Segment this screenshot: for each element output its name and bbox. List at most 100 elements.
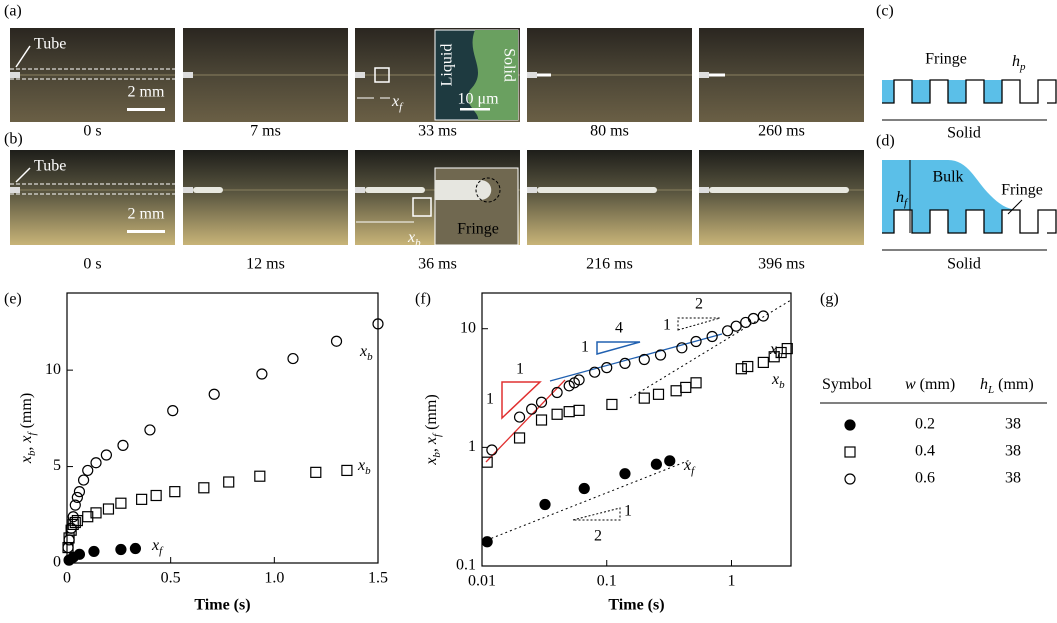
arrow [15,167,31,183]
subscript: b [431,452,443,458]
marker [690,335,702,348]
text-part: w [905,376,916,393]
marker [781,342,793,355]
text-part: h [980,376,988,393]
pillar [894,80,912,103]
marker [100,449,112,461]
marker [372,318,384,330]
subscript: b [367,351,373,363]
panel-label: (d) [876,133,895,150]
symbol [844,473,856,485]
marker [747,312,760,325]
caption: 33 ms [418,123,457,140]
text-part: (mm) [18,393,35,433]
text-part: x [423,437,440,445]
y-tick-label: 1 [468,438,476,455]
x-tick-label: 1.0 [264,570,284,587]
series-annotation: xb [359,343,373,363]
caption: 260 ms [758,123,805,140]
subscript: f [26,430,38,435]
arrow [15,45,31,68]
marker [117,439,129,451]
text-part: x [771,371,779,388]
slope-triangle [596,341,641,355]
inset-solid [467,30,518,120]
text-part: x [391,93,399,110]
diagram-label: hf [896,189,909,209]
marker [67,511,79,523]
caption: 216 ms [586,256,633,273]
marker [73,548,86,560]
diagram-label: Solid [947,125,981,142]
marker [670,385,682,397]
marker [82,511,94,523]
substrate-outline [882,79,1057,104]
fit-lines [481,299,792,543]
inset-label: Liquid [439,44,456,87]
marker [169,486,181,498]
marker [735,363,747,375]
panel-label: (e) [4,291,22,308]
inset-scale: 10 μm [457,91,499,108]
symbol [844,419,856,431]
marker [652,388,665,400]
photo [699,150,864,245]
pillar [894,210,912,233]
panel-label: (b) [4,131,23,148]
fit-line [549,333,723,382]
text-part: x [151,537,159,554]
y-tick-label: 10 [460,319,476,336]
x-tick-label: 1.5 [368,570,388,587]
diagram-label: Bulk [932,169,963,186]
liquid-finger [537,187,657,193]
marker [167,405,179,417]
marker [775,346,787,359]
marker [650,458,662,470]
subscript: b [365,465,371,477]
inset-scale-bar [460,108,490,111]
marker [513,432,526,444]
marker [208,388,220,400]
diagram-label: Fringe [925,51,967,68]
text-part: , [18,443,35,451]
zoom-box [412,197,432,217]
marker [573,374,585,386]
fringe-tip [537,73,551,77]
tube-tip [10,187,20,193]
caption: 7 ms [250,123,281,140]
y-tick-label: 0 [53,554,61,571]
scale-bar [127,230,165,233]
marker [330,335,343,347]
marker [664,455,676,467]
fringe-liquid [882,80,1020,103]
marker [513,411,526,423]
marker [341,464,353,477]
marker [654,349,667,361]
photo-label: xf [391,93,404,113]
marker [115,497,127,509]
x-tick-label: 0 [63,570,71,587]
tube-tip [527,187,537,193]
marker [481,456,493,468]
scale-label: 2 mm [128,84,165,101]
inset-fringe [475,177,501,203]
tube-tip [355,72,365,78]
subscript: b [779,379,785,391]
marker [481,536,493,548]
plot-frame [66,292,379,564]
table-header: Symbol [822,376,872,393]
marker [573,404,585,416]
tube-tip [183,72,193,78]
y-axis-label: xb, xf (mm) [18,393,38,464]
marker [706,330,718,343]
photo-label: Tube [34,36,66,53]
fit-line [481,459,691,543]
fringe-tip [709,73,725,77]
marker [69,516,81,529]
x-tick-label: 0.1 [597,573,617,590]
y-tick-label: 0.1 [456,557,476,574]
panel-label: (g) [820,291,839,308]
marker [535,414,548,426]
scale-bar [127,108,165,111]
liquid-finger [193,187,223,193]
